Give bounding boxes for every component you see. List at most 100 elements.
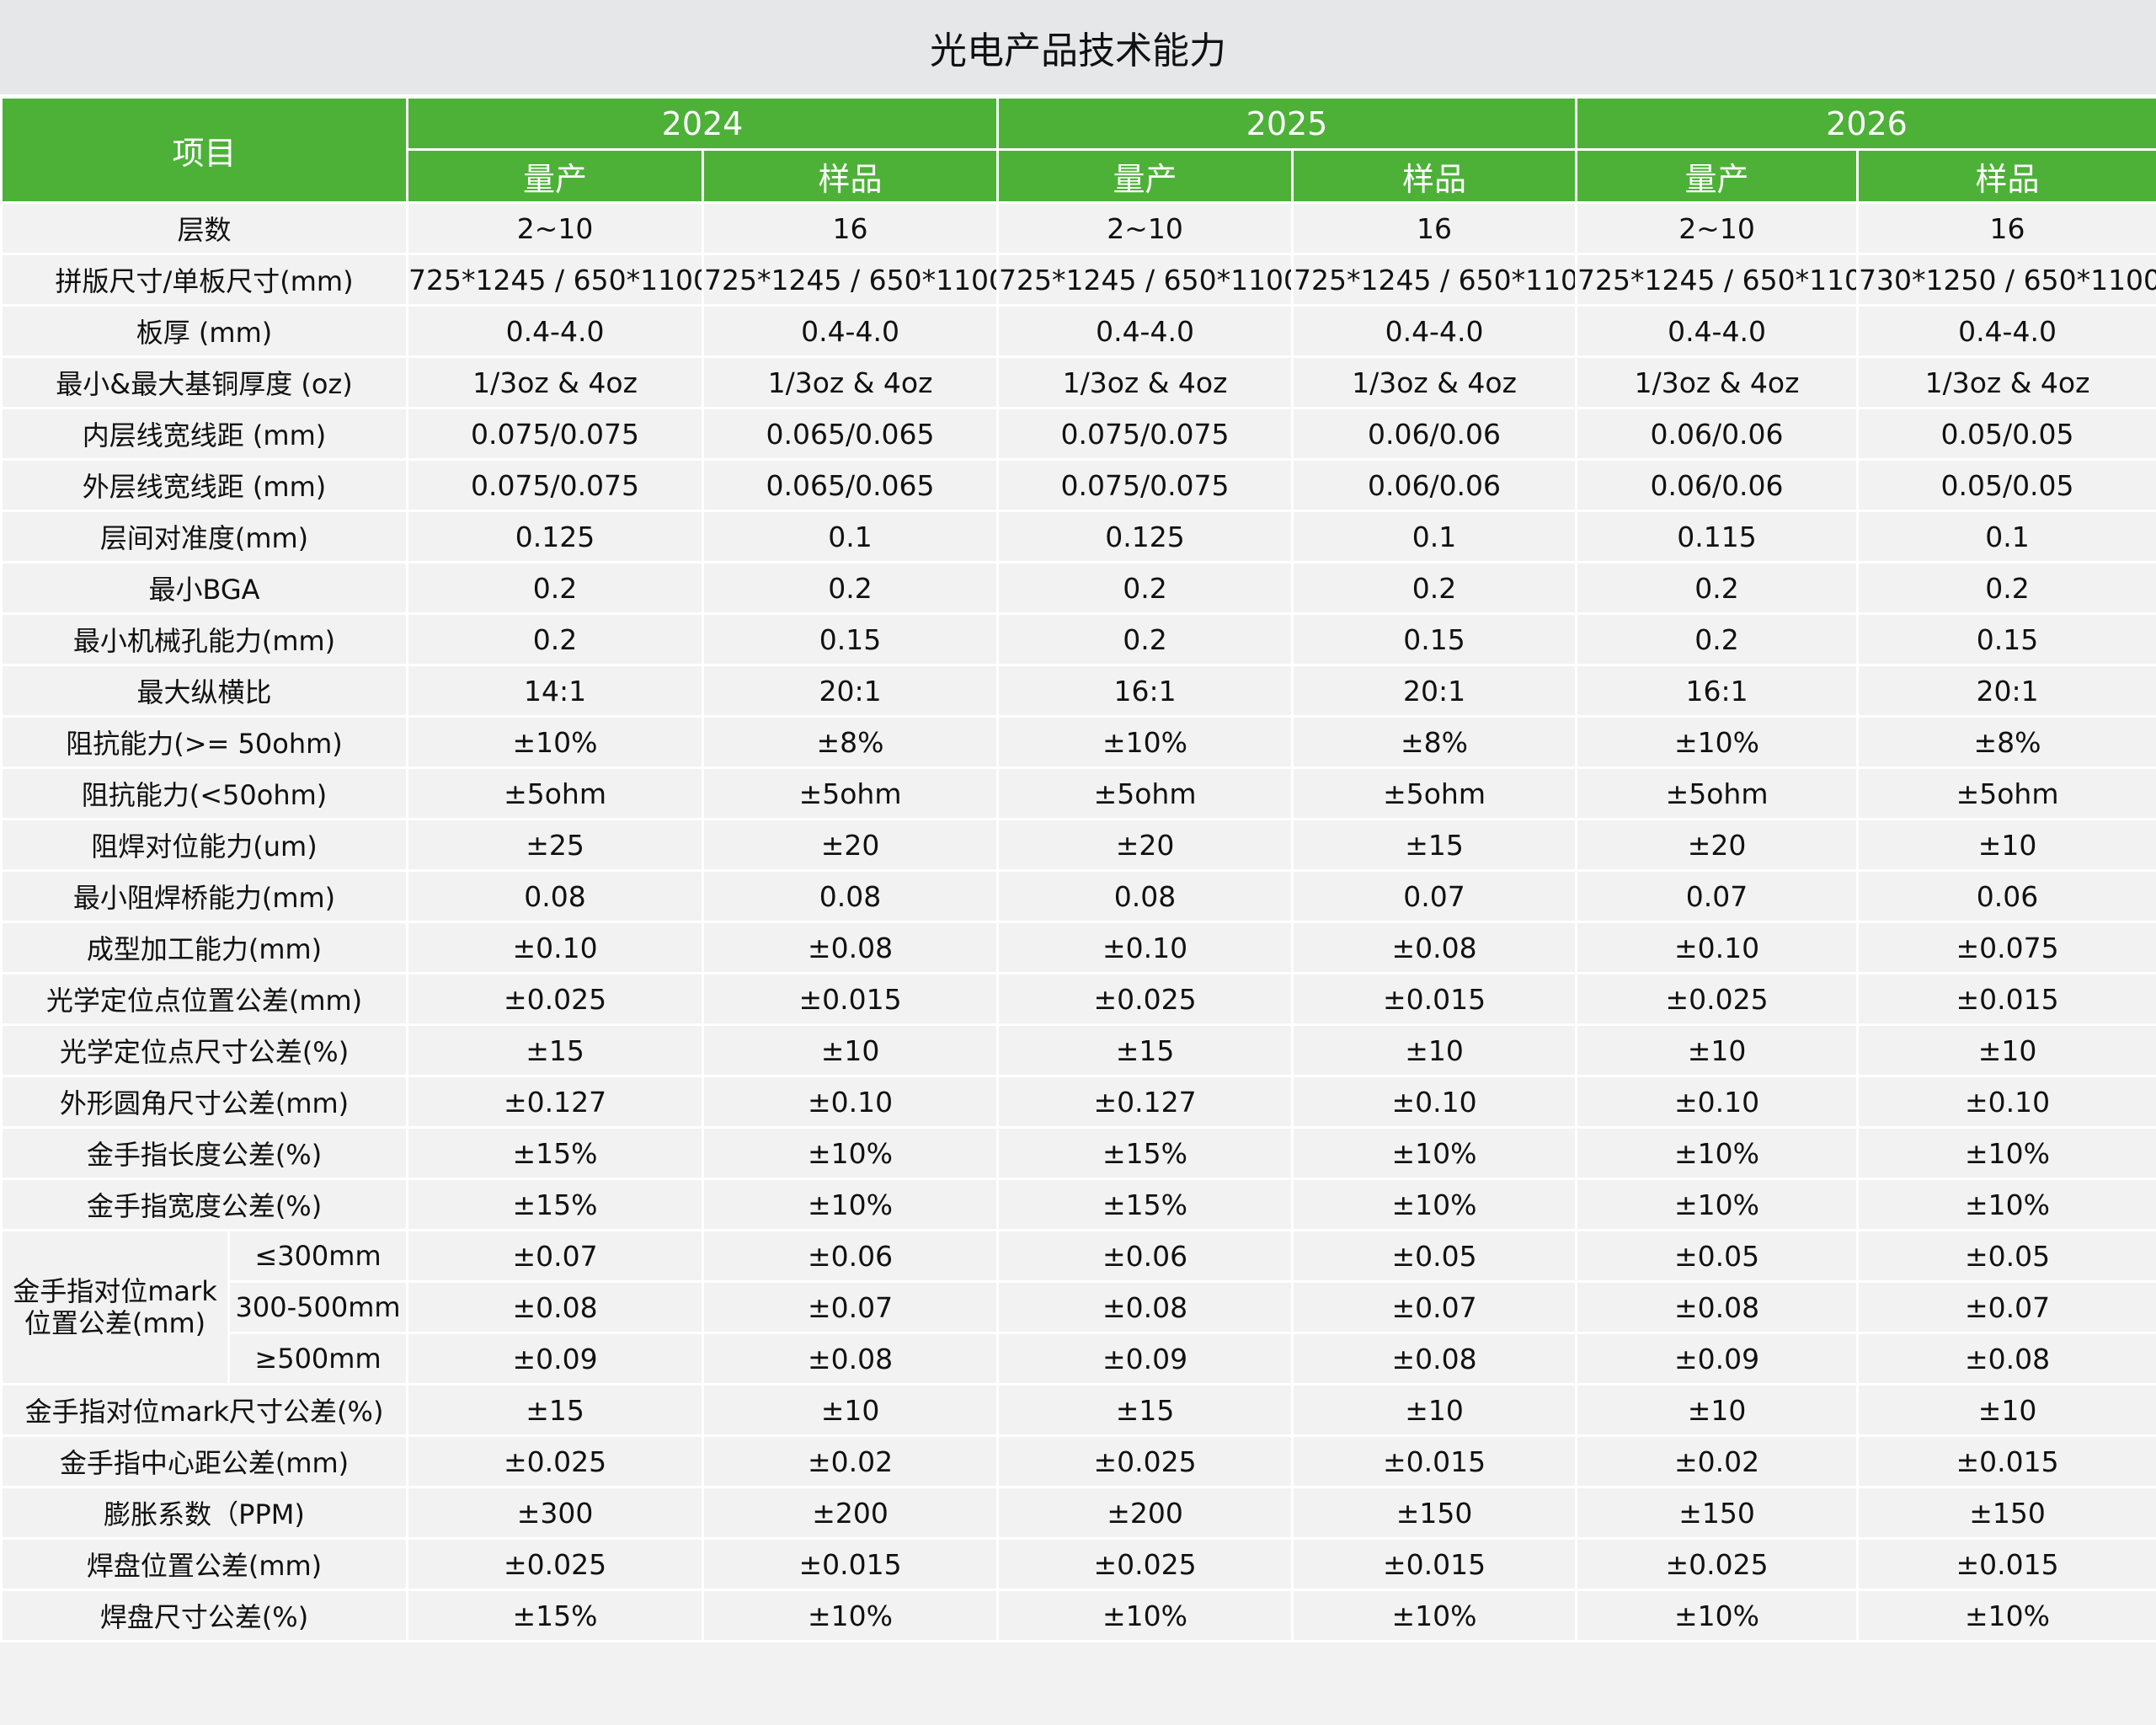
value-cell: ±15%	[406, 1178, 705, 1231]
value-cell: ±200	[996, 1486, 1294, 1540]
value-cell: ±0.015	[1856, 972, 2156, 1026]
header-sub: 量产	[406, 148, 705, 204]
row-label: 内层线宽线距 (mm)	[0, 407, 409, 461]
value-cell: 1/3oz & 4oz	[702, 355, 1000, 409]
value-cell: ±0.015	[702, 972, 1000, 1026]
value-cell: ±20	[1575, 818, 1860, 872]
header-sub: 量产	[1575, 148, 1860, 204]
table-row: 层数 2~10 16 2~10 16 2~10 16	[0, 201, 2156, 255]
value-cell: 725*1245 / 650*1100	[996, 253, 1294, 307]
value-cell: ±10%	[1856, 1126, 2156, 1180]
value-cell: ±5ohm	[406, 766, 705, 820]
value-cell: ±0.10	[702, 1075, 1000, 1129]
row-label: 层间对准度(mm)	[0, 510, 409, 563]
value-cell: 0.075/0.075	[996, 407, 1294, 461]
table-row: 阻抗能力(<50ohm) ±5ohm ±5ohm ±5ohm ±5ohm ±5ohm ±5o…	[0, 766, 2156, 820]
row-label: 膨胀系数（PPM)	[0, 1486, 409, 1540]
row-label: 金手指长度公差(%)	[0, 1126, 409, 1180]
table-row: 300-500mm ±0.08 ±0.07 ±0.08 ±0.07 ±0.08 ±0.07	[2, 1280, 2156, 1334]
row-label: 成型加工能力(mm)	[0, 921, 409, 975]
value-cell: 0.06/0.06	[1575, 458, 1860, 512]
value-cell: 16	[1291, 201, 1578, 255]
value-cell: 0.4-4.0	[1575, 304, 1860, 358]
value-cell: ±10%	[1575, 1589, 1860, 1642]
table-row: 拼版尺寸/单板尺寸(mm) 725*1245 / 650*1100 725*1245…	[0, 253, 2156, 307]
value-cell: ±0.08	[1291, 1332, 1578, 1386]
value-cell: 2~10	[1575, 201, 1860, 255]
value-cell: ±0.015	[1856, 1537, 2156, 1591]
value-cell: 0.4-4.0	[996, 304, 1294, 358]
value-cell: ±15%	[996, 1126, 1294, 1180]
value-cell: ±0.02	[702, 1434, 1000, 1488]
value-cell: 2~10	[996, 201, 1294, 255]
value-cell: ±0.10	[1575, 921, 1860, 975]
value-cell: ±10	[1856, 818, 2156, 872]
value-cell: ±25	[406, 818, 705, 872]
value-cell: 0.06/0.06	[1291, 458, 1578, 512]
value-cell: 0.08	[406, 869, 705, 923]
value-cell: ±0.025	[996, 1537, 1294, 1591]
header-sub-row: 量产 样品 量产 样品 量产 样品	[2, 148, 2156, 204]
value-cell: 0.065/0.065	[702, 407, 1000, 461]
value-cell: ±0.08	[1856, 1332, 2156, 1386]
value-cell: ±10	[1291, 1383, 1578, 1437]
row-label: 外层线宽线距 (mm)	[0, 458, 409, 512]
row-label: 最小阻焊桥能力(mm)	[0, 869, 409, 923]
value-cell: ±10%	[1856, 1589, 2156, 1642]
value-cell: 1/3oz & 4oz	[406, 355, 705, 409]
row-label: 拼版尺寸/单板尺寸(mm)	[0, 253, 409, 307]
value-cell: 0.2	[406, 561, 705, 615]
value-cell: ±8%	[1856, 715, 2156, 769]
value-cell: 0.2	[996, 612, 1294, 666]
value-cell: ±0.07	[1856, 1280, 2156, 1334]
table-row: 膨胀系数（PPM) ±300 ±200 ±200 ±150 ±150 ±150	[0, 1486, 2156, 1540]
table-row: 金手指宽度公差(%) ±15% ±10% ±15% ±10% ±10% ±10%	[0, 1178, 2156, 1231]
value-cell: ±0.08	[996, 1280, 1294, 1334]
value-cell: ±15	[406, 1023, 705, 1077]
value-cell: ±0.07	[406, 1229, 705, 1283]
row-label: 光学定位点位置公差(mm)	[0, 972, 409, 1026]
value-cell: 0.1	[1291, 510, 1578, 563]
header-item: 项目	[0, 96, 409, 204]
value-cell: ±150	[1291, 1486, 1578, 1540]
value-cell: ±0.015	[1291, 1537, 1578, 1591]
value-cell: 0.075/0.075	[996, 458, 1294, 512]
value-cell: 0.07	[1575, 869, 1860, 923]
value-cell: 725*1245 / 650*1100	[1575, 253, 1860, 307]
value-cell: ±200	[702, 1486, 1000, 1540]
value-cell: 0.15	[702, 612, 1000, 666]
table-row: 成型加工能力(mm) ±0.10 ±0.08 ±0.10 ±0.08 ±0.10 ±0.07…	[0, 921, 2156, 975]
table-row: 板厚 (mm) 0.4-4.0 0.4-4.0 0.4-4.0 0.4-4.0 0.4-4…	[0, 304, 2156, 358]
table-row: 焊盘尺寸公差(%) ±15% ±10% ±10% ±10% ±10% ±10%	[0, 1589, 2156, 1642]
value-cell: 1/3oz & 4oz	[1856, 355, 2156, 409]
value-cell: ±150	[1575, 1486, 1860, 1540]
value-cell: ±0.025	[1575, 1537, 1860, 1591]
table-row: ≥500mm ±0.09 ±0.08 ±0.09 ±0.08 ±0.09 ±0.08	[2, 1332, 2156, 1386]
value-cell: 0.05/0.05	[1856, 458, 2156, 512]
table-row: 金手指长度公差(%) ±15% ±10% ±15% ±10% ±10% ±10%	[0, 1126, 2156, 1180]
table-row: 金手指对位mark尺寸公差(%) ±15 ±10 ±15 ±10 ±10 ±10	[0, 1383, 2156, 1437]
value-cell: 0.2	[1575, 612, 1860, 666]
value-cell: ±0.025	[406, 1434, 705, 1488]
value-cell: 725*1245 / 650*1100	[702, 253, 1000, 307]
value-cell: 0.4-4.0	[406, 304, 705, 358]
value-cell: ±0.02	[1575, 1434, 1860, 1488]
value-cell: ±0.09	[1575, 1332, 1860, 1386]
value-cell: ±15	[1291, 818, 1578, 872]
value-cell: ±10	[1856, 1383, 2156, 1437]
value-cell: ±15%	[996, 1178, 1294, 1231]
value-cell: ±10	[1856, 1023, 2156, 1077]
value-cell: 0.065/0.065	[702, 458, 1000, 512]
value-cell: 0.125	[996, 510, 1294, 563]
row-label: 焊盘尺寸公差(%)	[0, 1589, 409, 1642]
value-cell: ±10	[1291, 1023, 1578, 1077]
header-year-row: 项目 2024 2025 2026	[0, 96, 2156, 204]
value-cell: ±15	[406, 1383, 705, 1437]
value-cell: 0.08	[996, 869, 1294, 923]
value-cell: 0.125	[406, 510, 705, 563]
value-cell: ±5ohm	[996, 766, 1294, 820]
value-cell: ±0.05	[1856, 1229, 2156, 1283]
table-row: 外层线宽线距 (mm) 0.075/0.075 0.065/0.065 0.075/0…	[0, 458, 2156, 512]
row-label: 金手指对位mark尺寸公差(%)	[0, 1383, 409, 1437]
table-row: 最小BGA 0.2 0.2 0.2 0.2 0.2 0.2	[0, 561, 2156, 615]
